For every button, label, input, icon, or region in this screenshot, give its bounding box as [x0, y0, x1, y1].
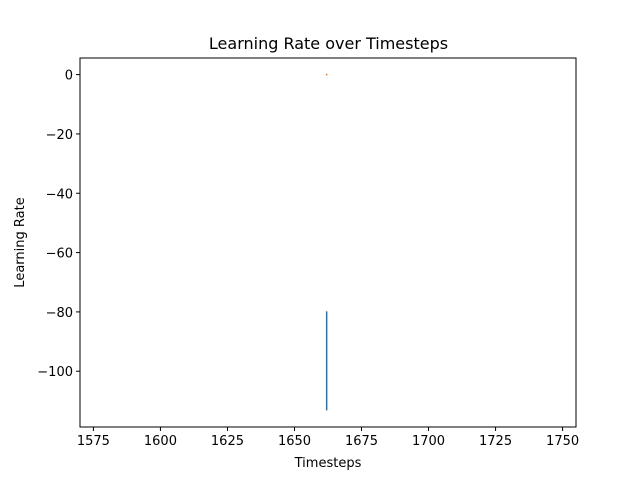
x-tick-label: 1650 [278, 434, 311, 449]
y-tick-label: 0 [65, 69, 73, 84]
plot-area [80, 58, 576, 427]
x-tick-label: 1600 [144, 434, 177, 449]
x-tick-label: 1625 [211, 434, 244, 449]
y-tick-label: −80 [46, 306, 73, 321]
x-tick-label: 1725 [479, 434, 512, 449]
x-tick-label: 1700 [412, 434, 445, 449]
y-axis: 0 −20 −40 −60 −80 −100 [37, 69, 80, 380]
chart-title: Learning Rate over Timesteps [209, 34, 448, 53]
x-axis: 1575 1600 1625 1650 1675 1700 1725 1750 [77, 427, 579, 449]
x-tick-label: 1675 [345, 434, 378, 449]
y-tick-label: −100 [37, 365, 73, 380]
y-tick-label: −40 [46, 187, 73, 202]
x-tick-label: 1750 [546, 434, 579, 449]
x-tick-label: 1575 [77, 434, 110, 449]
y-tick-label: −60 [46, 247, 73, 262]
y-tick-label: −20 [46, 128, 73, 143]
x-axis-title: Timesteps [294, 456, 362, 471]
plot-frame [79, 57, 577, 428]
y-axis-title: Learning Rate [13, 197, 28, 287]
